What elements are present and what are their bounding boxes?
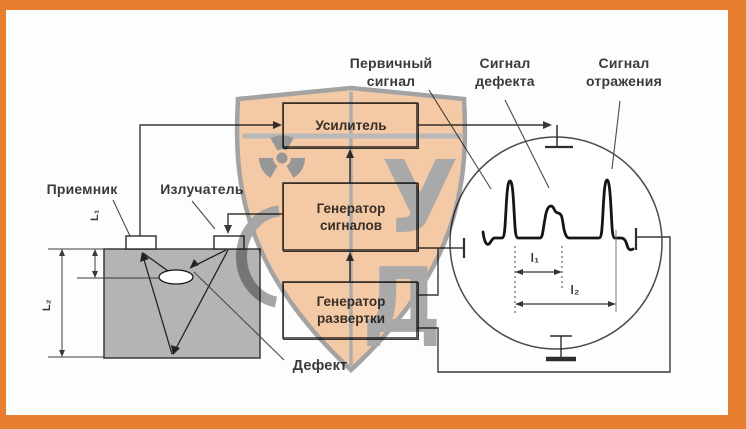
crt-screen-circle <box>449 136 663 350</box>
dimension-L2-label: L₂ <box>40 299 53 312</box>
signal-generator-block: Генератор сигналов <box>283 183 419 252</box>
frame-right <box>728 0 746 429</box>
amplifier-block: Усилитель <box>283 103 419 149</box>
specimen-dimensions <box>48 248 160 358</box>
defect-flaw <box>158 269 194 285</box>
defect-label: Дефект <box>292 358 348 374</box>
ultrasound-rays <box>141 249 229 355</box>
primary-signal-label: Первичный сигнал <box>349 55 433 90</box>
test-specimen <box>103 235 285 361</box>
screen-dimensions <box>514 230 617 316</box>
receiver-transducer <box>125 235 157 250</box>
frame-top <box>0 0 746 10</box>
sweep-generator-block: Генератор развертки <box>283 282 419 340</box>
receiver-label: Приемник <box>46 181 118 197</box>
dimension-arrowheads <box>59 249 98 357</box>
crt-plates <box>462 125 638 362</box>
frame-bottom <box>0 415 746 429</box>
emitter-label: Излучатель <box>160 181 244 197</box>
frame-left <box>0 0 6 429</box>
oscillogram-trace <box>481 178 635 252</box>
reflection-signal-label: Сигнал отражения <box>586 55 662 90</box>
ray-arrow-bottom <box>171 345 180 355</box>
dimension-l2-label: l₂ <box>570 283 580 297</box>
ray-arrow-receiver <box>140 252 149 262</box>
dimension-L1-label: L₁ <box>88 209 101 221</box>
emitter-transducer <box>213 235 245 250</box>
dimension-l1-label: l₁ <box>530 251 540 265</box>
defect-signal-label: Сигнал дефекта <box>475 55 535 90</box>
ray-arrow-defect <box>190 259 199 268</box>
